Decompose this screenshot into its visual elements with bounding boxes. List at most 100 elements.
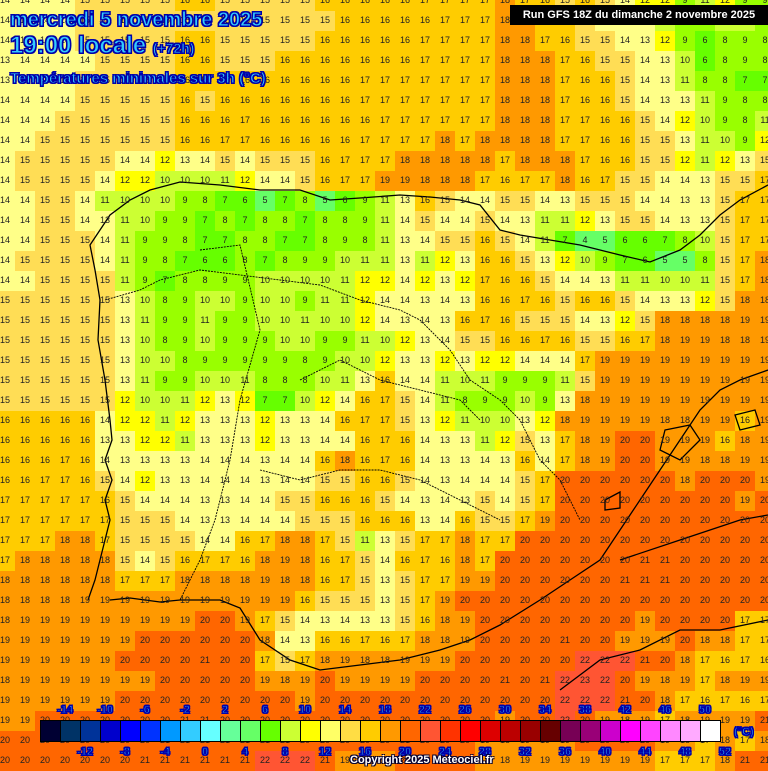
grid-value: 16: [319, 175, 330, 185]
grid-value: 14: [419, 395, 430, 405]
grid-value: 13: [519, 415, 530, 425]
grid-value: 17: [39, 495, 50, 505]
grid-value: 19: [619, 395, 630, 405]
grid-value: 14: [239, 515, 250, 525]
grid-value: 12: [119, 415, 130, 425]
grid-value: 16: [319, 0, 330, 5]
grid-value: 20: [639, 535, 650, 545]
grid-value: 19: [679, 355, 690, 365]
field-cell: [315, 51, 335, 71]
grid-value: 11: [320, 295, 330, 305]
field-cell: [335, 11, 355, 31]
grid-value: 15: [739, 175, 750, 185]
grid-value: 18: [719, 335, 730, 345]
grid-value: 16: [199, 35, 210, 45]
grid-value: 9: [222, 355, 228, 365]
field-cell: [735, 111, 755, 131]
field-cell: [755, 31, 768, 51]
field-cell: [435, 131, 455, 151]
grid-value: 14: [19, 275, 30, 285]
grid-value: 14: [479, 195, 490, 205]
field-cell: [295, 151, 315, 171]
grid-value: 14: [379, 295, 390, 305]
grid-value: 16: [399, 0, 410, 5]
field-cell: [135, 111, 155, 131]
grid-value: 16: [0, 475, 10, 485]
grid-value: 11: [560, 215, 570, 225]
grid-value: 19: [699, 415, 710, 425]
grid-value: 20: [699, 615, 710, 625]
field-cell: [195, 0, 215, 11]
field-cell: [715, 111, 735, 131]
field-cell: [755, 311, 768, 331]
grid-value: 20: [539, 575, 550, 585]
grid-value: 16: [379, 515, 390, 525]
grid-value: 10: [479, 415, 490, 425]
grid-value: 14: [539, 455, 550, 465]
field-cell: [155, 191, 175, 211]
field-cell: [195, 51, 215, 71]
field-cell: [415, 211, 435, 231]
grid-value: 13: [659, 75, 670, 85]
grid-value: 17: [0, 555, 10, 565]
grid-value: 9: [742, 35, 748, 45]
grid-value: 7: [182, 255, 188, 265]
grid-value: 15: [639, 155, 650, 165]
grid-value: 14: [639, 195, 650, 205]
field-cell: [635, 151, 655, 171]
field-cell: [35, 0, 55, 11]
grid-value: 13: [379, 595, 390, 605]
field-cell: [0, 111, 15, 131]
grid-value: 19: [579, 415, 590, 425]
field-cell: [135, 251, 155, 271]
grid-value: 19: [659, 375, 670, 385]
grid-value: 11: [300, 315, 310, 325]
grid-value: 20: [719, 555, 730, 565]
color-scale-cell: [261, 721, 281, 741]
grid-value: 20: [599, 575, 610, 585]
field-cell: [195, 311, 215, 331]
field-cell: [295, 351, 315, 371]
grid-value: 7: [282, 195, 288, 205]
grid-value: 20: [319, 675, 330, 685]
field-cell: [675, 151, 695, 171]
field-cell: [755, 151, 768, 171]
grid-value: 21: [199, 655, 210, 665]
grid-value: 12: [499, 355, 510, 365]
field-cell: [735, 211, 755, 231]
grid-value: 16: [499, 275, 510, 285]
grid-value: 15: [599, 55, 610, 65]
grid-value: 18: [59, 595, 70, 605]
grid-value: 14: [259, 175, 270, 185]
grid-value: 16: [239, 95, 250, 105]
field-cell: [555, 271, 575, 291]
grid-value: 20: [559, 515, 570, 525]
grid-value: 15: [99, 395, 110, 405]
grid-value: 17: [0, 535, 10, 545]
field-cell: [155, 351, 175, 371]
field-cell: [215, 11, 235, 31]
grid-value: 19: [139, 615, 150, 625]
grid-value: 12: [659, 35, 670, 45]
grid-value: 19: [119, 635, 130, 645]
field-cell: [435, 191, 455, 211]
grid-value: 8: [262, 375, 268, 385]
grid-value: 13: [159, 455, 170, 465]
field-cell: [35, 251, 55, 271]
grid-value: 19: [639, 395, 650, 405]
field-cell: [155, 171, 175, 191]
field-cell: [0, 171, 15, 191]
field-cell: [55, 151, 75, 171]
field-cell: [635, 131, 655, 151]
grid-value: 17: [439, 115, 450, 125]
grid-value: 14: [99, 255, 110, 265]
field-cell: [315, 111, 335, 131]
grid-value: 14: [579, 275, 590, 285]
field-cell: [195, 71, 215, 91]
field-cell: [455, 11, 475, 31]
color-scale-cell: [121, 721, 141, 741]
field-cell: [395, 111, 415, 131]
field-cell: [435, 171, 455, 191]
grid-value: 14: [299, 475, 310, 485]
field-cell: [175, 211, 195, 231]
